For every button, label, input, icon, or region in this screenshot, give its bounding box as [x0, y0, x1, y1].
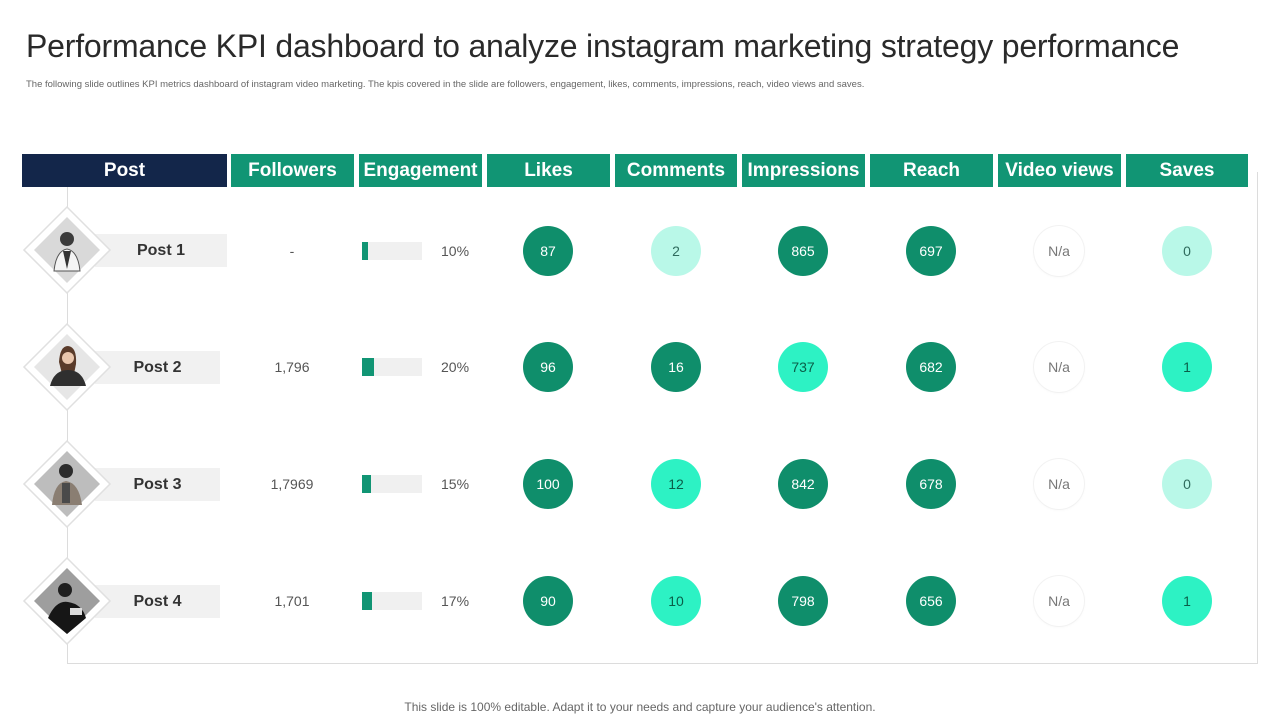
post-label: Post 4: [95, 585, 220, 618]
post-photo: [22, 556, 112, 646]
saves-value: 1: [1162, 342, 1212, 392]
post-label: Post 3: [95, 468, 220, 501]
engagement-bar: [362, 242, 422, 260]
header-engagement: Engagement: [359, 154, 482, 187]
comments-value: 12: [651, 459, 701, 509]
video-views-value: N/a: [1034, 342, 1084, 392]
likes-value: 87: [523, 226, 573, 276]
engagement-percent: 10%: [441, 243, 470, 259]
comments-value: 16: [651, 342, 701, 392]
footer-note: This slide is 100% editable. Adapt it to…: [404, 700, 876, 714]
reach-value: 682: [906, 342, 956, 392]
video-views-value: N/a: [1034, 226, 1084, 276]
engagement-bar-fill: [362, 242, 368, 260]
followers-value: 1,796: [274, 359, 310, 375]
video-views-value: N/a: [1034, 576, 1084, 626]
page-subtitle: The following slide outlines KPI metrics…: [26, 79, 865, 90]
likes-value: 90: [523, 576, 573, 626]
post-photo: [22, 205, 112, 295]
video-views-value: N/a: [1034, 459, 1084, 509]
followers-value: 1,7969: [270, 476, 314, 492]
person-photo-icon: [22, 439, 112, 529]
header-post: Post: [22, 154, 227, 187]
page-title: Performance KPI dashboard to analyze ins…: [26, 28, 1180, 64]
header-comments: Comments: [615, 154, 737, 187]
post-label: Post 2: [95, 351, 220, 384]
reach-value: 678: [906, 459, 956, 509]
comments-value: 2: [651, 226, 701, 276]
reach-value: 697: [906, 226, 956, 276]
header-video-views: Video views: [998, 154, 1121, 187]
engagement-bar-fill: [362, 592, 372, 610]
header-reach: Reach: [870, 154, 993, 187]
saves-value: 1: [1162, 576, 1212, 626]
comments-value: 10: [651, 576, 701, 626]
engagement-bar: [362, 358, 422, 376]
header-saves: Saves: [1126, 154, 1248, 187]
person-photo-icon: [22, 556, 112, 646]
saves-value: 0: [1162, 459, 1212, 509]
reach-value: 656: [906, 576, 956, 626]
engagement-bar: [362, 475, 422, 493]
person-photo-icon: [22, 322, 112, 412]
impressions-value: 798: [778, 576, 828, 626]
engagement-percent: 20%: [441, 359, 470, 375]
header-followers: Followers: [231, 154, 354, 187]
impressions-value: 737: [778, 342, 828, 392]
post-photo: [22, 439, 112, 529]
engagement-percent: 15%: [441, 476, 470, 492]
header-likes: Likes: [487, 154, 610, 187]
engagement-bar: [362, 592, 422, 610]
likes-value: 96: [523, 342, 573, 392]
followers-value: -: [289, 243, 295, 259]
impressions-value: 865: [778, 226, 828, 276]
header-impressions: Impressions: [742, 154, 865, 187]
followers-value: 1,701: [274, 593, 310, 609]
likes-value: 100: [523, 459, 573, 509]
post-photo: [22, 322, 112, 412]
person-photo-icon: [22, 205, 112, 295]
engagement-bar-fill: [362, 358, 374, 376]
table-frame: [67, 172, 1258, 664]
engagement-bar-fill: [362, 475, 371, 493]
post-label: Post 1: [95, 234, 227, 267]
impressions-value: 842: [778, 459, 828, 509]
engagement-percent: 17%: [441, 593, 470, 609]
saves-value: 0: [1162, 226, 1212, 276]
